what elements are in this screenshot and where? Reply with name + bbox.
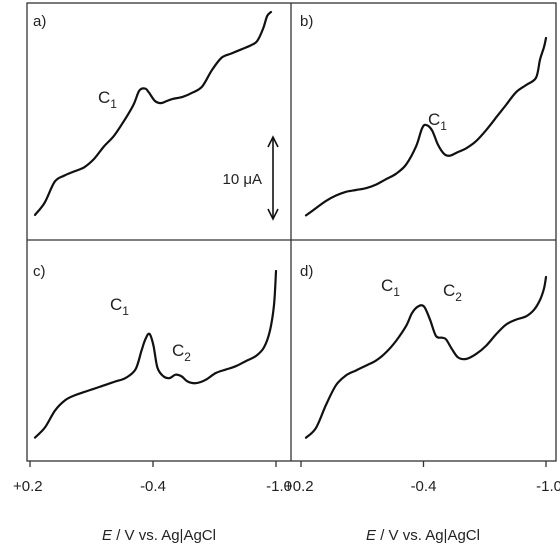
x-axis-ticks: +0.2 -0.4 -1.0+0.2 -0.4 -1.0	[13, 461, 560, 495]
x-axis-title-text: / V vs. Ag|AgCl	[112, 527, 216, 544]
peak-label-d-c1: C1	[381, 276, 400, 299]
peak-letter: C	[98, 88, 110, 107]
x-tick-label: -1.0	[266, 478, 292, 495]
peak-label-d-c2: C2	[443, 281, 462, 304]
x-axis-title-right: E / V vs. Ag|AgCl	[366, 527, 480, 544]
x-tick-label: +0.2	[284, 478, 314, 495]
curve-panel-a	[33, 10, 273, 216]
x-tick-label: -0.4	[140, 478, 166, 495]
peak-label-c-c2: C2	[172, 341, 191, 364]
peak-subscript: 1	[393, 285, 400, 299]
panel-label-d: d)	[300, 263, 313, 280]
x-tick-label: -1.0	[536, 478, 560, 495]
x-axis-title-symbol: E	[102, 527, 113, 544]
peak-subscript: 1	[122, 304, 129, 318]
scale-bar-label: 10 μA	[223, 171, 263, 188]
x-axis-title-text: / V vs. Ag|AgCl	[376, 527, 480, 544]
panel-label-a: a)	[33, 13, 46, 30]
peak-subscript: 2	[184, 350, 191, 364]
panel-label-b: b)	[300, 13, 313, 30]
x-tick-label: +0.2	[13, 478, 43, 495]
peak-label-a-c1: C1	[98, 88, 117, 111]
peak-label-c-c1: C1	[110, 295, 129, 318]
scale-bar: 10 μA	[223, 135, 279, 221]
peak-subscript: 2	[455, 290, 462, 304]
x-tick-label: -0.4	[411, 478, 437, 495]
curve-panel-d	[304, 275, 548, 439]
x-axis-title-symbol: E	[366, 527, 377, 544]
panel-label-c: c)	[33, 263, 46, 280]
peak-letter: C	[428, 110, 440, 129]
x-axis-title-left: E / V vs. Ag|AgCl	[102, 527, 216, 544]
peak-letter: C	[443, 281, 455, 300]
curve-panel-c	[33, 269, 278, 439]
peak-letter: C	[110, 295, 122, 314]
peak-label-b-c1: C1	[428, 110, 447, 133]
scale-bar-arrow-up	[267, 135, 279, 148]
peak-letter: C	[381, 276, 393, 295]
peak-subscript: 1	[440, 119, 447, 133]
scale-bar-arrow-down	[267, 208, 279, 221]
curve-panel-b	[304, 36, 548, 217]
peak-subscript: 1	[110, 97, 117, 111]
peak-letter: C	[172, 341, 184, 360]
